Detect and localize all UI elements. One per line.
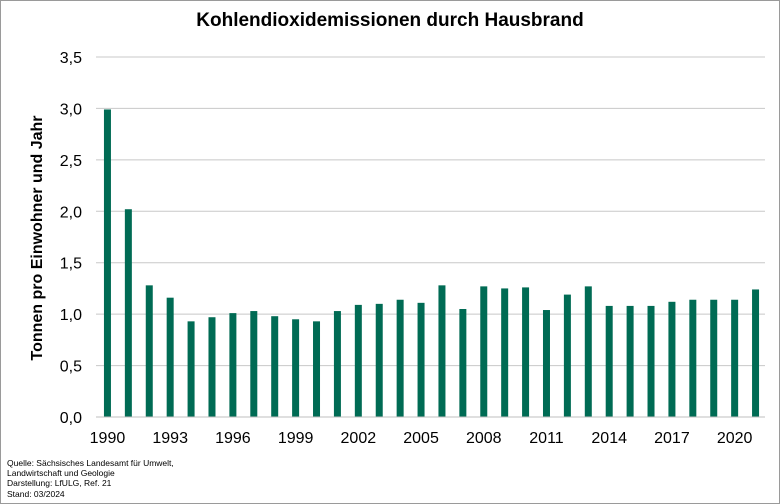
x-tick-label: 2002 [341, 430, 377, 447]
bar-1998 [271, 316, 279, 417]
y-tick-label: 3,0 [60, 101, 82, 118]
bar-2021 [752, 289, 760, 417]
bar-2011 [542, 310, 550, 417]
y-tick-label: 0,5 [60, 359, 82, 376]
source-line: Quelle: Sächsisches Landesamt für Umwelt… [7, 458, 174, 468]
x-tick-label: 1996 [215, 430, 251, 447]
y-tick-label: 1,0 [60, 307, 82, 324]
bar-1997 [250, 311, 258, 417]
bar-2008 [480, 286, 488, 417]
bar-2004 [396, 299, 404, 417]
y-tick-label: 2,5 [60, 153, 82, 170]
bar-2010 [522, 287, 530, 417]
x-tick-label: 2011 [529, 430, 564, 447]
y-tick-label: 1,5 [60, 256, 82, 273]
source-line: Darstellung: LfULG, Ref. 21 [7, 478, 112, 489]
bar-2002 [354, 304, 362, 417]
x-tick-label: 1999 [278, 430, 314, 447]
bar-1992 [145, 285, 153, 417]
y-tick-label: 2,0 [60, 204, 82, 221]
bar-2018 [689, 299, 697, 417]
source-line: Stand: 03/2024 [7, 488, 65, 499]
bar-2007 [459, 309, 467, 417]
x-tick-label: 2017 [654, 430, 690, 447]
bar-2020 [731, 299, 739, 417]
x-tick-labels: 1990 1993 1996 1999 2002 2005 2008 2011 2014 2017… [90, 430, 753, 447]
y-tick-label: 0,0 [60, 410, 82, 427]
bar-2009 [501, 288, 509, 417]
bar-1994 [187, 321, 195, 417]
y-axis-label: Tonnen pro Einwohner und Jahr [29, 115, 46, 360]
bar-2016 [647, 305, 655, 417]
bar-2015 [626, 305, 634, 417]
bar-2006 [438, 285, 446, 417]
bar-2013 [584, 286, 592, 417]
bar-2019 [710, 299, 718, 417]
x-tick-label: 2014 [591, 430, 627, 447]
x-tick-label: 2020 [717, 430, 753, 447]
x-tick-label: 1990 [90, 430, 126, 447]
bar-2000 [313, 321, 321, 417]
bar-2017 [668, 301, 676, 417]
x-tick-label: 2008 [466, 430, 502, 447]
bar-1990 [103, 109, 111, 417]
bar-1999 [292, 319, 300, 417]
source-line: Landwirtschaft und Geologie [7, 468, 115, 479]
bar-2003 [375, 303, 383, 417]
source-note: Quelle: Sächsisches Landesamt für Umwelt… [7, 458, 174, 499]
x-tick-label: 1993 [152, 430, 188, 447]
bars [103, 109, 760, 417]
bar-2001 [333, 311, 341, 417]
bar-1995 [208, 317, 216, 417]
y-tick-label: 3,5 [60, 50, 82, 67]
bar-2005 [417, 302, 425, 417]
x-tick-label: 2005 [403, 430, 439, 447]
bar-1996 [229, 313, 237, 417]
bar-2012 [563, 294, 571, 417]
bar-1993 [166, 297, 174, 417]
chart-title: Kohlendioxidemissionen durch Hausbrand [196, 10, 584, 31]
gridlines [96, 56, 765, 367]
bar-1991 [124, 209, 132, 417]
bar-2014 [605, 305, 613, 417]
y-tick-labels: 0,0 0,5 1,0 1,5 2,0 2,5 3,0 3,5 [60, 50, 82, 427]
